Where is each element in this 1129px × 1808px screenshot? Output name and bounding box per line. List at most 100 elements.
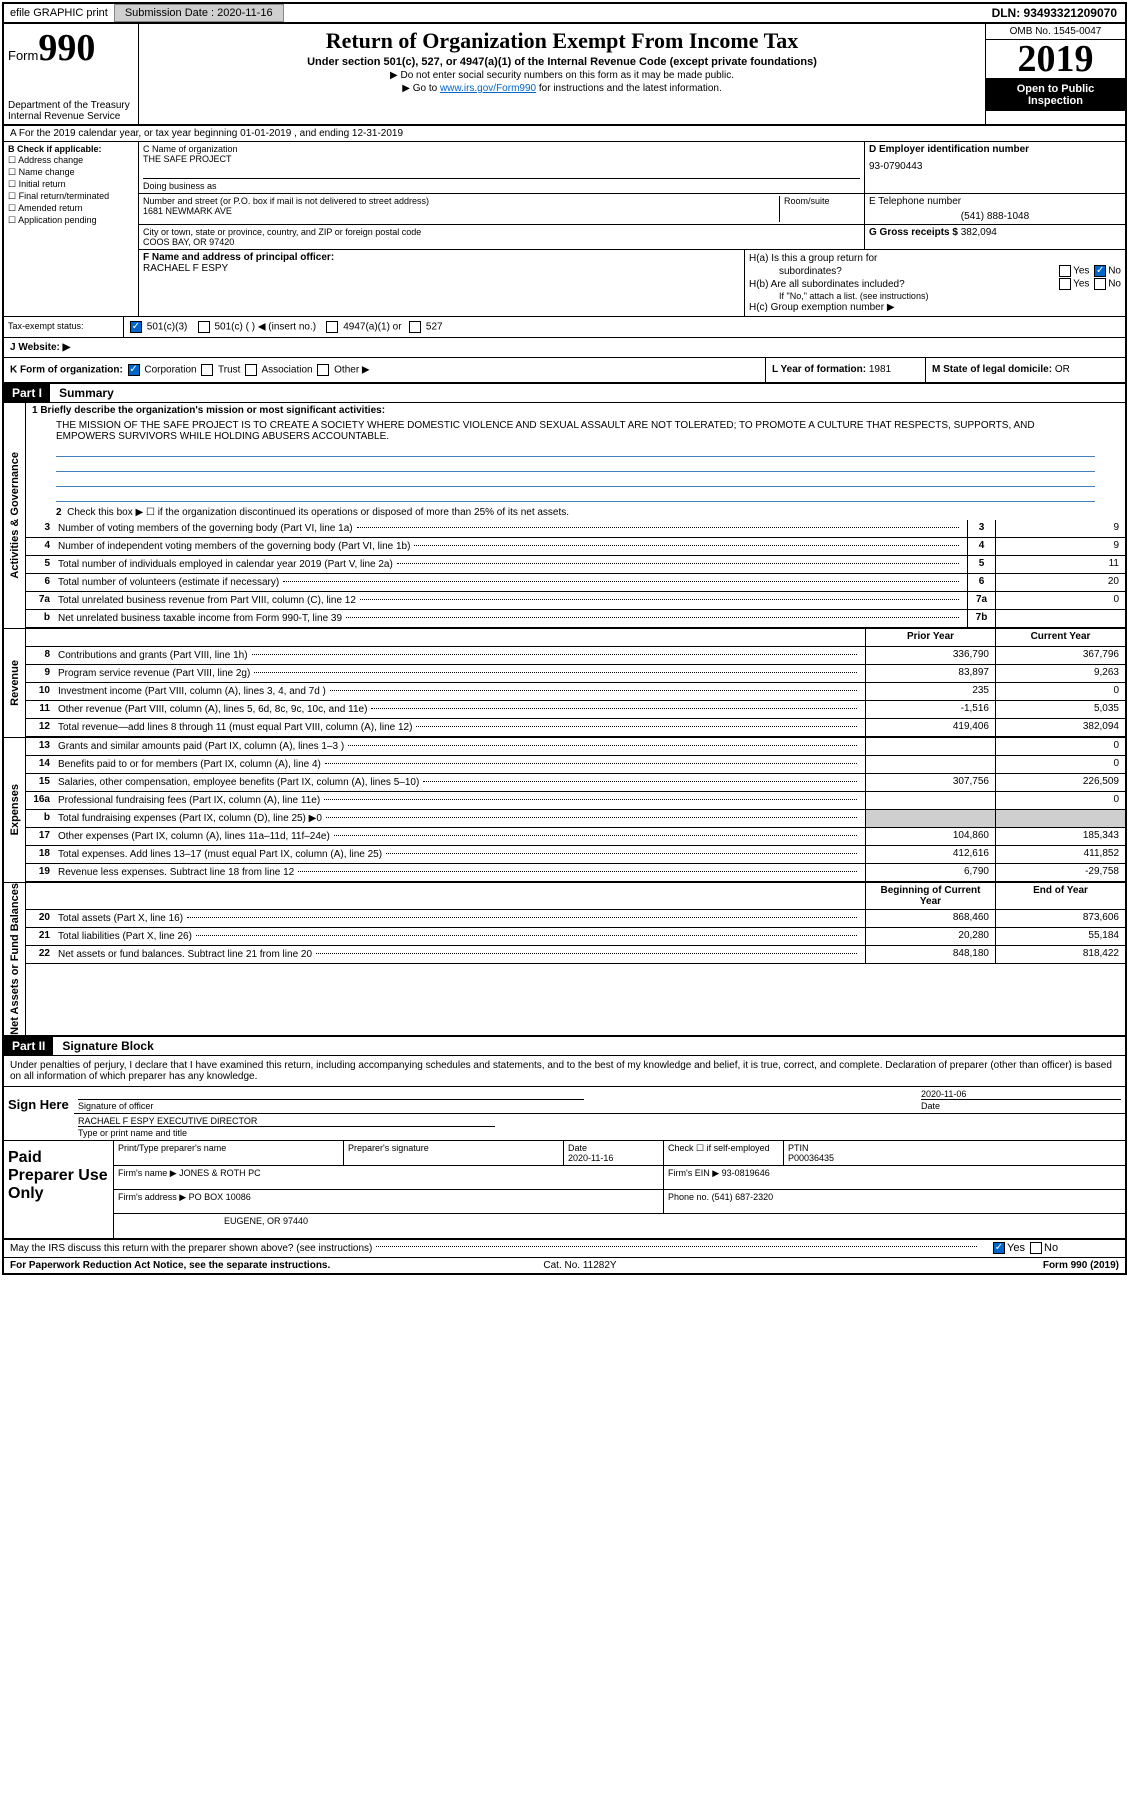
line-num: 21 — [26, 928, 54, 945]
ptin-label: PTIN — [788, 1143, 809, 1153]
prior-val: 868,460 — [865, 910, 995, 927]
hc-label: H(c) Group exemption number ▶ — [749, 302, 895, 313]
paid-row-1: Print/Type preparer's name Preparer's si… — [114, 1141, 1125, 1166]
prior-val: -1,516 — [865, 701, 995, 718]
current-val: 367,796 — [995, 647, 1125, 664]
sign-here-section: Sign Here Signature of officer 2020-11-0… — [4, 1087, 1125, 1141]
line-num: 9 — [26, 665, 54, 682]
section-bc: B Check if applicable: ☐ Address change … — [4, 142, 1125, 317]
chk-name-change[interactable]: ☐ Name change — [8, 167, 134, 178]
tax-exempt-label: Tax-exempt status: — [4, 317, 124, 337]
submission-date-button[interactable]: Submission Date : 2020-11-16 — [114, 4, 284, 22]
chk-other[interactable] — [317, 364, 329, 376]
line-label: Total fundraising expenses (Part IX, col… — [54, 810, 865, 827]
gov-line-7a: 7a Total unrelated business revenue from… — [26, 592, 1125, 610]
firm-phone-cell: Phone no. (541) 687-2320 — [664, 1190, 1125, 1213]
col-b-title: B Check if applicable: — [8, 144, 134, 154]
vtab-expenses: Expenses — [4, 738, 26, 882]
chk-corp[interactable]: ✓ — [128, 364, 140, 376]
chk-address-change[interactable]: ☐ Address change — [8, 155, 134, 166]
chk-501c3[interactable]: ✓ — [130, 321, 142, 333]
vtab-governance: Activities & Governance — [4, 403, 26, 628]
dln-label: DLN: 93493321209070 — [984, 4, 1125, 22]
paperwork-notice: For Paperwork Reduction Act Notice, see … — [10, 1260, 330, 1271]
blank — [54, 629, 865, 646]
discuss-yes[interactable]: ✓ — [993, 1242, 1005, 1254]
line-label: Salaries, other compensation, employee b… — [54, 774, 865, 791]
chk-final-return[interactable]: ☐ Final return/terminated — [8, 191, 134, 202]
header-left: Form990 Department of the Treasury Inter… — [4, 24, 139, 124]
chk-amended[interactable]: ☐ Amended return — [8, 203, 134, 214]
phone-val: (541) 687-2320 — [712, 1192, 774, 1202]
state-value: OR — [1055, 364, 1070, 375]
chk-app-pending[interactable]: ☐ Application pending — [8, 215, 134, 226]
line-num: 10 — [26, 683, 54, 700]
k-year-formation: L Year of formation: 1981 — [765, 358, 925, 382]
rev-header-row: Prior Year Current Year — [26, 629, 1125, 647]
current-val: 411,852 — [995, 846, 1125, 863]
current-val — [995, 810, 1125, 827]
part1-badge: Part I — [4, 384, 50, 402]
sig-name-label: Type or print name and title — [78, 1126, 495, 1138]
ha-yes[interactable] — [1059, 265, 1071, 277]
line-val: 11 — [995, 556, 1125, 573]
ptin-cell: PTINP00036435 — [784, 1141, 1125, 1165]
chk-trust[interactable] — [201, 364, 213, 376]
note2-post: for instructions and the latest informat… — [536, 83, 722, 94]
net-body: Beginning of Current Year End of Year 20… — [26, 883, 1125, 1035]
preparer-sig-label: Preparer's signature — [344, 1141, 564, 1165]
line-21: 21 Total liabilities (Part X, line 26) 2… — [26, 928, 1125, 946]
hb-no[interactable] — [1094, 278, 1106, 290]
line-12: 12 Total revenue—add lines 8 through 11 … — [26, 719, 1125, 737]
prior-val: 419,406 — [865, 719, 995, 736]
lbl-address-change: Address change — [18, 155, 83, 165]
line-box: 4 — [967, 538, 995, 555]
chk-assoc[interactable] — [245, 364, 257, 376]
tax-year: 2019 — [986, 40, 1125, 79]
ha-no[interactable]: ✓ — [1094, 265, 1106, 277]
gov-line-5: 5 Total number of individuals employed i… — [26, 556, 1125, 574]
line-16a: 16a Professional fundraising fees (Part … — [26, 792, 1125, 810]
k-state: M State of legal domicile: OR — [925, 358, 1125, 382]
net-header-row: Beginning of Current Year End of Year — [26, 883, 1125, 910]
gov-line-4: 4 Number of independent voting members o… — [26, 538, 1125, 556]
line-b: b Total fundraising expenses (Part IX, c… — [26, 810, 1125, 828]
form-number: Form990 — [8, 26, 134, 70]
ruled-line — [56, 488, 1095, 502]
addr-value: 1681 NEWMARK AVE — [143, 206, 775, 216]
chk-initial-return[interactable]: ☐ Initial return — [8, 179, 134, 190]
discuss-no[interactable] — [1030, 1242, 1042, 1254]
chk-501c[interactable] — [198, 321, 210, 333]
line-19: 19 Revenue less expenses. Subtract line … — [26, 864, 1125, 882]
form-header: Form990 Department of the Treasury Inter… — [4, 24, 1125, 126]
chk-4947[interactable] — [326, 321, 338, 333]
hb-yes[interactable] — [1059, 278, 1071, 290]
lbl-amended: Amended return — [18, 203, 83, 213]
sig-date-value: 2020-11-06 — [921, 1089, 1121, 1099]
firm-name-label: Firm's name ▶ — [118, 1168, 177, 1178]
firm-ein-val: 93-0819646 — [722, 1168, 770, 1178]
lbl-app-pending: Application pending — [18, 215, 97, 225]
form-subtitle: Under section 501(c), 527, or 4947(a)(1)… — [143, 56, 981, 68]
part2-badge: Part II — [4, 1037, 53, 1055]
lbl-501c: 501(c) ( ) ◀ (insert no.) — [214, 322, 316, 333]
website-row: J Website: ▶ — [4, 338, 1125, 358]
efile-label: efile GRAPHIC print — [4, 5, 114, 21]
line-num: 16a — [26, 792, 54, 809]
line-num: 12 — [26, 719, 54, 736]
line-box: 7b — [967, 610, 995, 627]
line-label: Other revenue (Part VIII, column (A), li… — [54, 701, 865, 718]
chk-527[interactable] — [409, 321, 421, 333]
irs-link[interactable]: www.irs.gov/Form990 — [440, 83, 536, 94]
city-label: City or town, state or province, country… — [143, 227, 860, 237]
sig-date-label: Date — [921, 1099, 1121, 1111]
form-container: efile GRAPHIC print Submission Date : 20… — [2, 2, 1127, 1275]
ruled-line — [56, 473, 1095, 487]
prior-val: 235 — [865, 683, 995, 700]
hb-yn: Yes No — [1057, 278, 1121, 290]
sig-officer-row: Signature of officer 2020-11-06Date — [74, 1087, 1125, 1114]
sig-name-row: RACHAEL F ESPY EXECUTIVE DIRECTORType or… — [74, 1114, 1125, 1140]
col-b-checkboxes: B Check if applicable: ☐ Address change … — [4, 142, 139, 316]
lbl-4947: 4947(a)(1) or — [343, 322, 401, 333]
line-num: 14 — [26, 756, 54, 773]
